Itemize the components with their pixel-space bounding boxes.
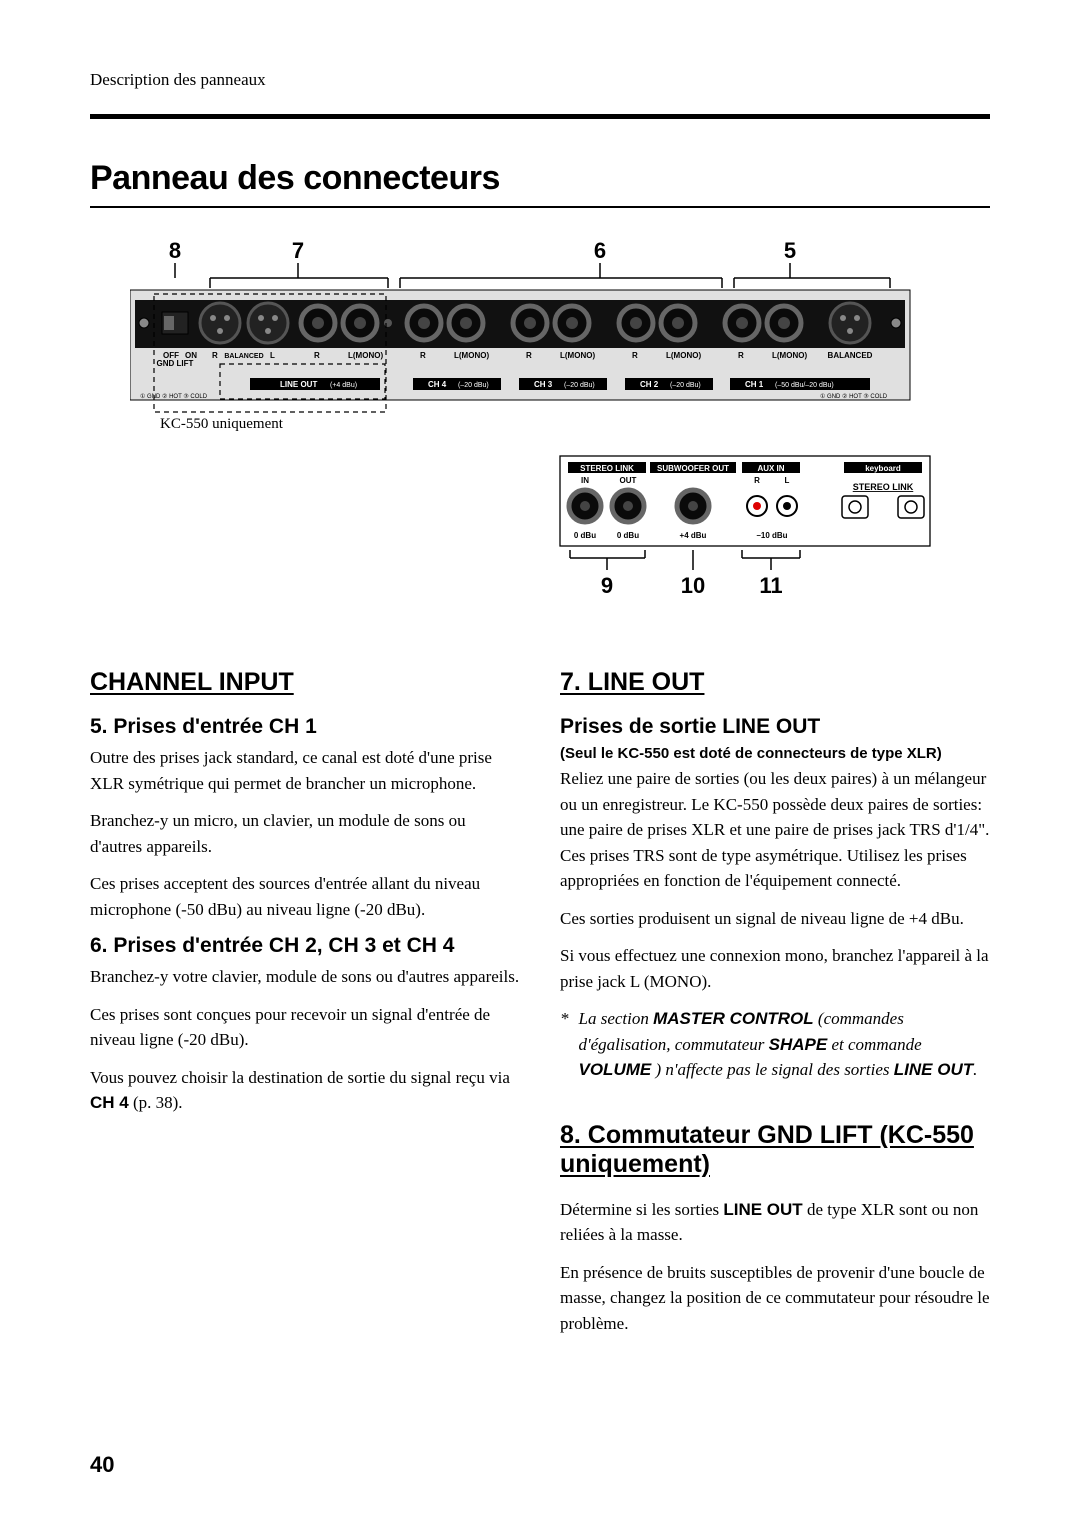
callout-5: 5 bbox=[784, 238, 796, 263]
rule-top bbox=[90, 114, 990, 119]
svg-text:① GND ② HOT ③ COLD: ① GND ② HOT ③ COLD bbox=[140, 393, 208, 400]
note-pre: La section bbox=[579, 1009, 649, 1028]
svg-text:(–20 dBu): (–20 dBu) bbox=[670, 382, 701, 389]
svg-text:L(MONO): L(MONO) bbox=[560, 351, 595, 360]
p8a-bold: LINE OUT bbox=[723, 1200, 802, 1219]
p5a: Outre des prises jack standard, ce canal… bbox=[90, 745, 520, 796]
callout-6: 6 bbox=[594, 238, 606, 263]
svg-text:R: R bbox=[314, 351, 320, 360]
svg-text:STEREO LINK: STEREO LINK bbox=[580, 464, 634, 473]
p6b: Ces prises sont conçues pour recevoir un… bbox=[90, 1002, 520, 1053]
p8a: Détermine si les sorties LINE OUT de typ… bbox=[560, 1197, 990, 1248]
p-lo-b: Ces sorties produisent un signal de nive… bbox=[560, 906, 990, 932]
svg-text:LINE OUT: LINE OUT bbox=[280, 380, 317, 389]
p6c-bold: CH 4 bbox=[90, 1093, 129, 1112]
p6c: Vous pouvez choisir la destination de so… bbox=[90, 1065, 520, 1116]
asterisk-note: * La section MASTER CONTROL (commandes d… bbox=[560, 1006, 990, 1101]
svg-text:L(MONO): L(MONO) bbox=[772, 351, 807, 360]
svg-text:L: L bbox=[853, 505, 857, 512]
svg-text:STEREO LINK: STEREO LINK bbox=[853, 482, 914, 492]
svg-text:BALANCED: BALANCED bbox=[224, 353, 263, 360]
svg-text:L(MONO): L(MONO) bbox=[666, 351, 701, 360]
connector-diagram: 8 7 6 5 bbox=[130, 238, 950, 638]
note-b1: MASTER CONTROL bbox=[653, 1009, 814, 1028]
heading-channel-input: CHANNEL INPUT bbox=[90, 668, 520, 697]
svg-text:R: R bbox=[908, 505, 913, 512]
svg-text:(–20 dBu): (–20 dBu) bbox=[458, 382, 489, 389]
svg-text:R: R bbox=[526, 351, 532, 360]
heading-line-out: 7. LINE OUT bbox=[560, 668, 990, 697]
p5c: Ces prises acceptent des sources d'entré… bbox=[90, 871, 520, 922]
sub-5: 5. Prises d'entrée CH 1 bbox=[90, 715, 520, 739]
svg-text:0 dBu: 0 dBu bbox=[574, 531, 596, 540]
right-column: 7. LINE OUT Prises de sortie LINE OUT (S… bbox=[560, 668, 990, 1348]
callout-9: 9 bbox=[601, 573, 613, 598]
svg-text:BALANCED: BALANCED bbox=[828, 351, 873, 360]
svg-text:OUT: OUT bbox=[620, 476, 637, 485]
p8b: En présence de bruits susceptibles de pr… bbox=[560, 1260, 990, 1337]
kc550-only-label: KC-550 uniquement bbox=[160, 416, 284, 432]
svg-text:CH 4: CH 4 bbox=[428, 380, 447, 389]
note-b3: VOLUME bbox=[579, 1060, 652, 1079]
svg-text:R: R bbox=[212, 351, 218, 360]
p6c-pre: Vous pouvez choisir la destination de so… bbox=[90, 1068, 510, 1087]
diagram-svg: 8 7 6 5 bbox=[130, 238, 950, 638]
note-body: La section MASTER CONTROL (commandes d'é… bbox=[579, 1006, 991, 1083]
running-header: Description des panneaux bbox=[90, 70, 990, 90]
note-b4: LINE OUT bbox=[894, 1060, 973, 1079]
svg-text:GND LIFT: GND LIFT bbox=[157, 359, 194, 368]
bold-note-xlr: (Seul le KC-550 est doté de connecteurs … bbox=[560, 745, 990, 762]
note-mid3: ) n'affecte pas le signal des sorties bbox=[651, 1060, 894, 1079]
svg-text:L: L bbox=[270, 351, 275, 360]
title-rule bbox=[90, 206, 990, 208]
svg-text:keyboard: keyboard bbox=[865, 464, 901, 473]
svg-text:CH 2: CH 2 bbox=[640, 380, 659, 389]
svg-text:CH 1: CH 1 bbox=[745, 380, 764, 389]
note-b2: SHAPE bbox=[769, 1035, 828, 1054]
p5b: Branchez-y un micro, un clavier, un modu… bbox=[90, 808, 520, 859]
note-post: . bbox=[973, 1060, 977, 1079]
svg-text:L(MONO): L(MONO) bbox=[348, 351, 383, 360]
svg-text:+4 dBu: +4 dBu bbox=[680, 531, 707, 540]
p6c-post: (p. 38). bbox=[129, 1093, 183, 1112]
svg-text:① GND ② HOT ③ COLD: ① GND ② HOT ③ COLD bbox=[820, 393, 888, 400]
note-star: * bbox=[560, 1006, 569, 1101]
svg-text:R: R bbox=[738, 351, 744, 360]
svg-text:–10 dBu: –10 dBu bbox=[756, 531, 787, 540]
svg-text:L(MONO): L(MONO) bbox=[454, 351, 489, 360]
p-lo-a: Reliez une paire de sorties (ou les deux… bbox=[560, 766, 990, 894]
svg-text:R: R bbox=[754, 476, 760, 485]
page-title: Panneau des connecteurs bbox=[90, 159, 990, 198]
text-columns: CHANNEL INPUT 5. Prises d'entrée CH 1 Ou… bbox=[90, 668, 990, 1348]
p6a: Branchez-y votre clavier, module de sons… bbox=[90, 964, 520, 990]
svg-text:R: R bbox=[632, 351, 638, 360]
svg-text:0 dBu: 0 dBu bbox=[617, 531, 639, 540]
callout-11: 11 bbox=[759, 573, 782, 598]
note-mid2: et commande bbox=[827, 1035, 921, 1054]
callout-8: 8 bbox=[169, 238, 181, 263]
svg-text:SUBWOOFER OUT: SUBWOOFER OUT bbox=[657, 464, 729, 473]
callout-10: 10 bbox=[681, 573, 705, 598]
left-column: CHANNEL INPUT 5. Prises d'entrée CH 1 Ou… bbox=[90, 668, 520, 1348]
svg-text:IN: IN bbox=[581, 476, 589, 485]
sub-6: 6. Prises d'entrée CH 2, CH 3 et CH 4 bbox=[90, 934, 520, 958]
callout-7: 7 bbox=[292, 238, 304, 263]
p8a-pre: Détermine si les sorties bbox=[560, 1200, 723, 1219]
p-lo-c: Si vous effectuez une connexion mono, br… bbox=[560, 943, 990, 994]
svg-text:R: R bbox=[420, 351, 426, 360]
svg-text:L: L bbox=[785, 476, 790, 485]
page: Description des panneaux Panneau des con… bbox=[0, 0, 1080, 1528]
svg-text:(–20 dBu): (–20 dBu) bbox=[564, 382, 595, 389]
sub-lineout: Prises de sortie LINE OUT bbox=[560, 715, 990, 739]
svg-text:CH 3: CH 3 bbox=[534, 380, 553, 389]
svg-text:(–50 dBu/–20 dBu): (–50 dBu/–20 dBu) bbox=[775, 382, 834, 389]
heading-gnd-lift: 8. Commutateur GND LIFT (KC-550 uniqueme… bbox=[560, 1121, 990, 1179]
svg-text:AUX IN: AUX IN bbox=[757, 464, 784, 473]
page-number: 40 bbox=[90, 1452, 114, 1478]
svg-text:(+4 dBu): (+4 dBu) bbox=[330, 382, 357, 389]
